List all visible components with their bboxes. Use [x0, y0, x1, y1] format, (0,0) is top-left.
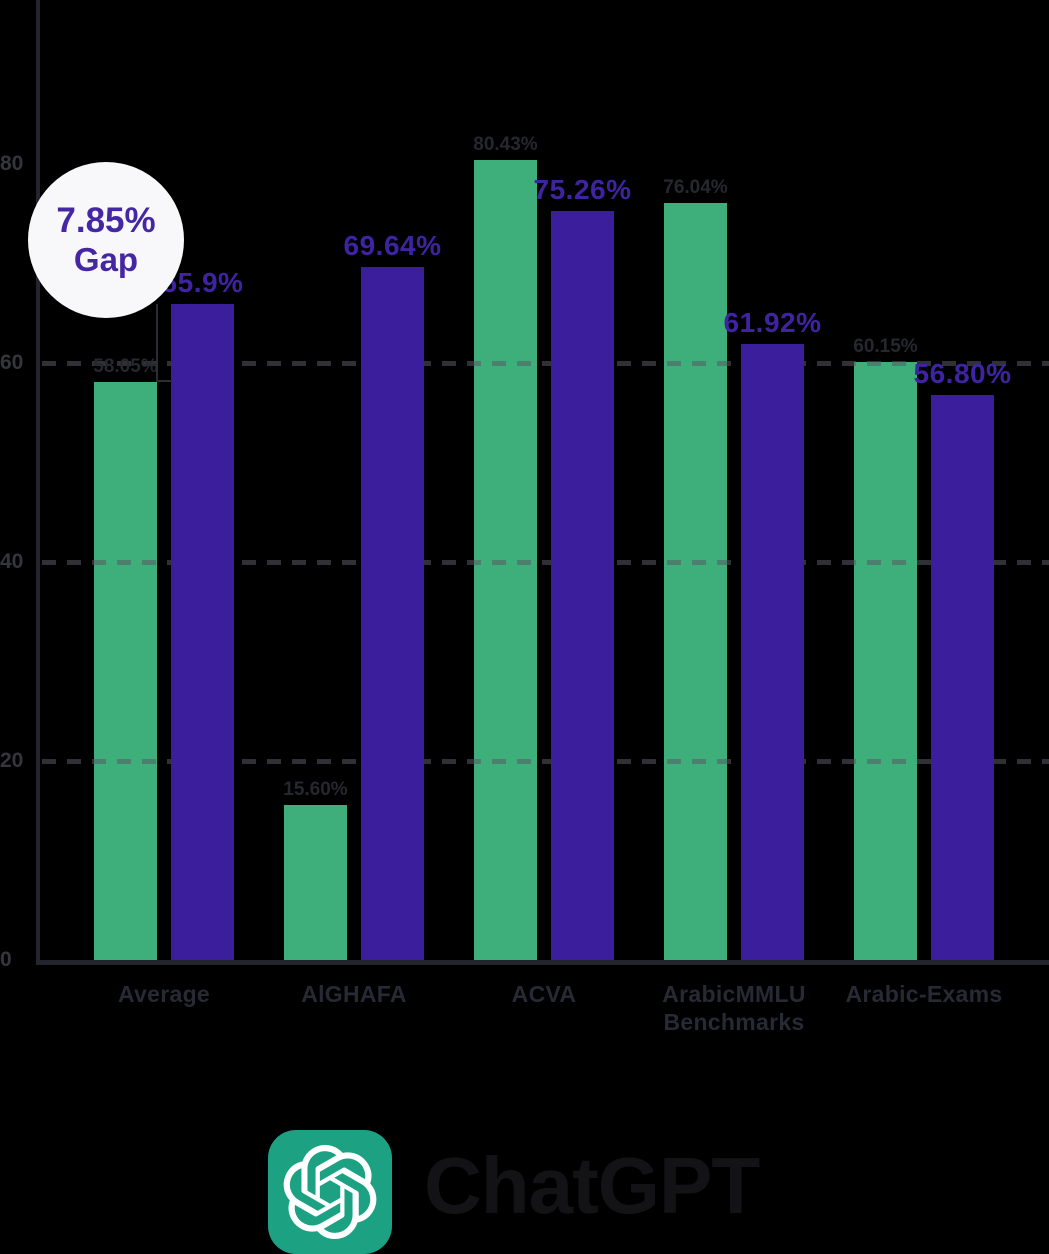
y-tick-label-80: 80	[0, 152, 24, 175]
gap-bracket-tick	[156, 380, 172, 382]
bar-value-label-green-1: 15.60%	[283, 778, 348, 800]
bar-purple-1	[361, 267, 424, 960]
x-label-line: ACVA	[511, 981, 577, 1007]
bar-green-3	[664, 203, 727, 960]
gridline-20	[42, 759, 1049, 764]
y-tick-label-0: 0	[0, 948, 12, 971]
x-label-0: Average	[54, 980, 274, 1008]
x-label-line: Arabic-Exams	[845, 981, 1003, 1007]
x-label-line: Average	[117, 981, 211, 1007]
bar-green-4	[854, 361, 917, 960]
brand-wordmark: ChatGPT	[424, 1141, 760, 1230]
gap-annotation-circle: 7.85% Gap	[28, 162, 184, 318]
openai-logo-icon	[283, 1145, 377, 1239]
x-label-line: AlGHAFA	[301, 981, 407, 1007]
gap-annotation-label: Gap	[73, 241, 139, 278]
bar-green-0	[94, 382, 157, 960]
gridline-40	[42, 560, 1049, 565]
x-label-line: ArabicMMLU	[662, 981, 806, 1007]
bar-purple-0	[171, 304, 234, 960]
gridline-60	[42, 361, 1049, 366]
bar-green-1	[284, 804, 347, 960]
bar-value-label-purple-4: 56.80%	[913, 357, 1012, 389]
bar-value-label-green-0: 58.05%	[93, 356, 158, 378]
gap-bracket-line	[156, 304, 158, 382]
x-axis-spine	[36, 960, 1049, 965]
bar-value-label-purple-2: 75.26%	[533, 174, 632, 206]
chatgpt-logo	[268, 1130, 392, 1254]
y-tick-label-40: 40	[0, 550, 24, 573]
x-label-2: ACVA	[434, 980, 654, 1008]
x-label-3: ArabicMMLU Benchmarks	[624, 980, 844, 1036]
x-label-1: AlGHAFA	[244, 980, 464, 1008]
bar-green-2	[474, 159, 537, 960]
bar-value-label-purple-3: 61.92%	[723, 306, 822, 338]
bar-purple-2	[551, 211, 614, 960]
bar-purple-4	[931, 394, 994, 960]
bar-value-label-green-3: 76.04%	[663, 177, 728, 199]
bar-value-label-green-2: 80.43%	[473, 133, 538, 155]
gap-annotation-value: 7.85%	[56, 201, 156, 240]
bar-purple-3	[741, 343, 804, 960]
bar-value-label-green-4: 60.15%	[853, 335, 918, 357]
y-axis-spine	[36, 0, 40, 965]
x-label-4: Arabic-Exams	[814, 980, 1034, 1008]
y-tick-label-20: 20	[0, 749, 24, 772]
y-tick-label-60: 60	[0, 351, 24, 374]
bar-value-label-purple-1: 69.64%	[343, 230, 442, 262]
x-label-line: Benchmarks	[663, 1009, 805, 1035]
